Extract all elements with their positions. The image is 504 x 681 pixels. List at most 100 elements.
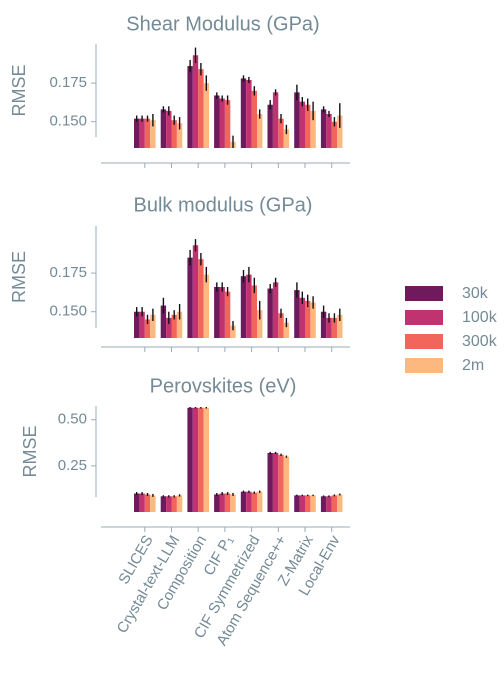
panel-1: Shear Modulus (GPa) RMSE 0.150 0.175 [9, 13, 350, 168]
legend-swatch [405, 310, 443, 325]
bar-2m [230, 325, 236, 338]
bar-30k [320, 496, 327, 512]
y-tick-label: 0.175 [49, 264, 87, 281]
legend-swatch [405, 334, 443, 349]
bar-100k [272, 282, 279, 338]
bar-100k [272, 452, 279, 512]
bar-2m [203, 274, 209, 338]
y-axis-label: RMSE [9, 251, 29, 303]
bar-100k [246, 274, 252, 338]
bar-2m [337, 314, 343, 338]
bar-2m [203, 83, 209, 148]
bar-2m [310, 110, 316, 148]
y-axis-label: RMSE [20, 425, 40, 477]
bar-30k [134, 493, 140, 512]
bar-100k [192, 245, 199, 338]
bar-2m [150, 314, 156, 338]
bar-300k [224, 493, 231, 512]
y-tick-label: 0.25 [58, 457, 87, 474]
bar-2m [283, 456, 290, 512]
bar-100k [166, 317, 172, 338]
bar-100k [139, 311, 145, 338]
bar-2m [283, 129, 290, 148]
bar-30k [214, 95, 220, 148]
y-tick-label: 0.50 [58, 411, 87, 428]
bar-100k [246, 491, 252, 512]
bar-30k [134, 311, 140, 338]
panel-title: Shear Modulus (GPa) [126, 13, 319, 35]
bar-300k [144, 494, 151, 512]
y-tick-label: 0.175 [49, 74, 87, 91]
bar-100k [219, 287, 225, 338]
legend-label: 30k [462, 285, 489, 302]
bar-30k [187, 257, 193, 338]
bar-2m [230, 494, 236, 512]
bar-2m [257, 310, 263, 338]
bar-30k [214, 287, 220, 338]
bar-300k [251, 285, 257, 338]
bar-30k [294, 290, 300, 338]
y-tick-label: 0.150 [49, 113, 87, 130]
bar-2m [203, 407, 209, 512]
legend-label: 100k [462, 309, 498, 326]
bar-2m [176, 123, 183, 148]
bar-30k [240, 276, 247, 338]
bar-300k [305, 495, 311, 512]
bar-300k [198, 69, 204, 148]
bar-2m [310, 302, 316, 338]
bar-300k [144, 319, 151, 338]
bar-30k [214, 494, 220, 512]
bar-2m [310, 495, 316, 512]
panel-title: Perovskites (eV) [150, 375, 297, 397]
bar-100k [139, 493, 145, 512]
bar-30k [240, 78, 247, 148]
bar-300k [171, 314, 177, 338]
bar-100k [299, 101, 305, 148]
bar-100k [326, 317, 332, 338]
bar-100k [219, 98, 225, 148]
bar-2m [257, 491, 263, 512]
bar-300k [305, 300, 311, 338]
bar-30k [160, 305, 167, 338]
bar-30k [320, 109, 327, 148]
bar-2m [337, 115, 343, 148]
bar-100k [246, 80, 252, 148]
bar-2m [150, 120, 156, 148]
panel-2: Bulk modulus (GPa) RMSE 0.150 0.175 [9, 194, 350, 352]
bar-100k [326, 114, 332, 148]
legend: 30k 100k 300k 2m [405, 285, 498, 374]
legend-label: 300k [462, 333, 498, 350]
bar-30k [187, 66, 193, 148]
bar-2m [257, 114, 263, 148]
bar-100k [299, 297, 305, 338]
bar-30k [294, 92, 300, 148]
bar-2m [176, 311, 183, 338]
bar-300k [278, 118, 284, 148]
bar-300k [171, 496, 177, 512]
bar-300k [171, 120, 177, 148]
bar-100k [272, 92, 279, 148]
bar-100k [299, 495, 305, 512]
bar-300k [278, 313, 284, 338]
bar-100k [139, 118, 145, 148]
bar-300k [305, 104, 311, 148]
y-tick-label: 0.150 [49, 303, 87, 320]
bar-300k [331, 317, 338, 338]
bar-100k [219, 493, 225, 512]
bar-300k [198, 407, 204, 512]
legend-swatch [405, 358, 443, 373]
bar-300k [331, 121, 338, 148]
bar-300k [198, 259, 204, 338]
y-axis-label: RMSE [9, 64, 29, 116]
bar-30k [294, 495, 300, 512]
bar-2m [337, 494, 343, 512]
bar-30k [160, 109, 167, 148]
bar-100k [192, 407, 199, 512]
bar-2m [283, 322, 290, 338]
bar-300k [251, 90, 257, 148]
bar-30k [267, 452, 273, 512]
bar-300k [224, 100, 231, 148]
bar-30k [134, 118, 140, 148]
bar-300k [224, 291, 231, 338]
